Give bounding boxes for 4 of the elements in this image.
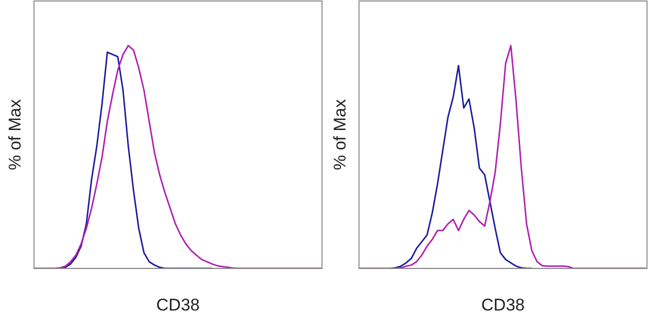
- x-axis-title: CD38: [156, 295, 200, 314]
- y-axis-title: % of Max: [330, 98, 350, 170]
- y-axis-title: % of Max: [6, 98, 25, 170]
- x-axis-title: CD38: [481, 295, 525, 314]
